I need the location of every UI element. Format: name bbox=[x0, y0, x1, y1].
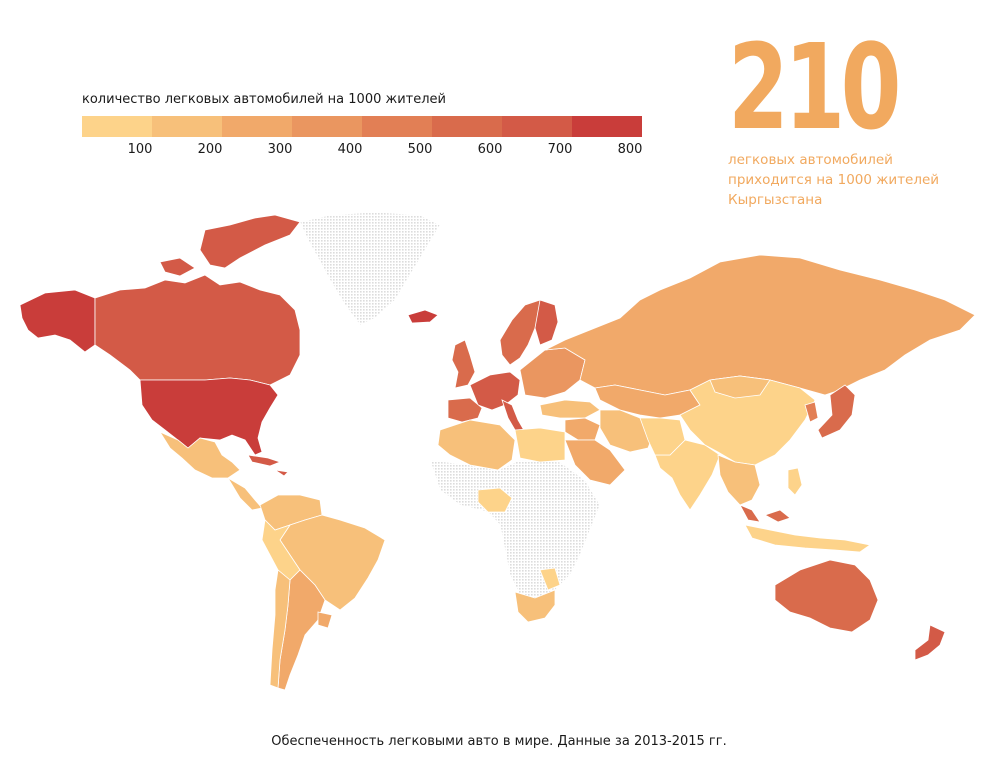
region-indonesia bbox=[744, 524, 871, 553]
legend-tick-label: 700 bbox=[547, 142, 573, 157]
region-alaska bbox=[19, 289, 96, 353]
region-korea bbox=[804, 401, 819, 423]
region-libya-egypt bbox=[514, 427, 566, 463]
region-uk bbox=[451, 339, 476, 389]
region-uruguay bbox=[317, 611, 333, 629]
highlight-number: 210 bbox=[728, 18, 901, 156]
region-mongolia bbox=[709, 375, 771, 399]
region-philippines bbox=[787, 467, 803, 496]
legend-tick-label: 800 bbox=[617, 142, 643, 157]
legend-color-scale bbox=[82, 116, 642, 137]
region-southern-africa bbox=[514, 589, 556, 623]
map-caption: Обеспеченность легковыми авто в мире. Да… bbox=[271, 734, 727, 749]
region-afghanistan-pakistan bbox=[639, 417, 686, 456]
legend-tick-label: 300 bbox=[267, 142, 293, 157]
region-chile bbox=[269, 569, 291, 689]
region-russia bbox=[544, 254, 976, 396]
region-north-africa bbox=[437, 419, 516, 471]
region-mozambique-zimbabwe bbox=[539, 567, 561, 591]
region-canadian-arctic bbox=[159, 214, 301, 277]
legend-swatch bbox=[292, 116, 362, 137]
region-middle-east bbox=[564, 417, 601, 441]
region-japan bbox=[817, 384, 856, 439]
legend-tick-label: 100 bbox=[127, 142, 153, 157]
highlight-caption: легковых автомобилей приходится на 1000 … bbox=[728, 150, 978, 210]
legend-swatch bbox=[362, 116, 432, 137]
region-arabia bbox=[564, 439, 626, 486]
region-central-america bbox=[227, 477, 263, 511]
highlight-stat: 210 легковых автомобилей приходится на 1… bbox=[728, 28, 978, 210]
color-legend: количество легковых автомобилей на 1000 … bbox=[82, 92, 642, 160]
region-turkey bbox=[539, 399, 601, 419]
region-finland bbox=[534, 299, 559, 346]
region-western-europe bbox=[469, 371, 521, 411]
legend-swatch bbox=[152, 116, 222, 137]
region-mexico bbox=[158, 431, 241, 479]
highlight-caption-line-1: легковых автомобилей bbox=[728, 152, 893, 168]
region-iceland bbox=[407, 309, 439, 324]
region-greenland bbox=[299, 211, 441, 326]
legend-swatch bbox=[222, 116, 292, 137]
legend-swatch bbox=[432, 116, 502, 137]
region-sub-saharan-africa bbox=[429, 459, 601, 601]
region-caribbean bbox=[247, 454, 289, 477]
highlight-caption-line-2: приходится на 1000 жителей bbox=[728, 172, 940, 188]
region-australia bbox=[774, 559, 879, 633]
region-italy bbox=[501, 399, 526, 433]
region-iberia bbox=[447, 397, 483, 423]
legend-ticks: 100 200 300 400 500 600 700 800 bbox=[82, 142, 643, 160]
legend-swatch bbox=[82, 116, 152, 137]
legend-tick-label: 200 bbox=[197, 142, 223, 157]
region-malaysia bbox=[739, 504, 791, 523]
legend-title: количество легковых автомобилей на 1000 … bbox=[82, 92, 446, 107]
region-southeast-asia bbox=[717, 454, 761, 506]
highlight-caption-line-3: Кыргызстана bbox=[728, 192, 823, 208]
legend-tick-label: 600 bbox=[477, 142, 503, 157]
region-nigeria bbox=[477, 487, 513, 513]
world-choropleth-map bbox=[19, 211, 976, 691]
region-eastern-europe bbox=[519, 347, 586, 399]
legend-tick-label: 400 bbox=[337, 142, 363, 157]
region-canada bbox=[94, 274, 301, 386]
region-new-zealand bbox=[914, 624, 946, 661]
legend-tick-label: 500 bbox=[407, 142, 433, 157]
legend-swatch bbox=[572, 116, 642, 137]
legend-swatch bbox=[502, 116, 572, 137]
region-usa bbox=[139, 377, 279, 456]
